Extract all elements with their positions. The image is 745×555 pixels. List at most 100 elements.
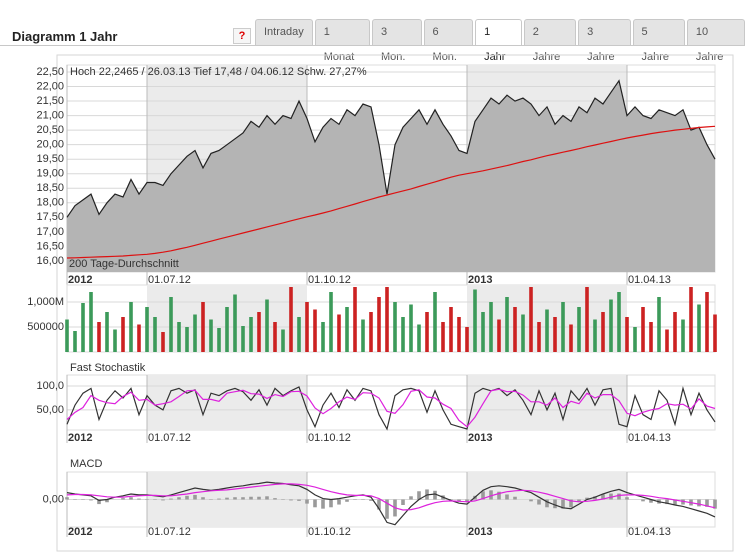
bar	[385, 499, 389, 519]
tab[interactable]: 1 Monat	[314, 19, 370, 63]
y-tick-label: 100,0	[36, 380, 64, 392]
bar	[289, 499, 293, 501]
bar	[185, 495, 189, 500]
bar	[297, 499, 301, 501]
bar	[185, 327, 189, 352]
bar	[353, 287, 357, 352]
bar	[401, 317, 405, 352]
bar	[697, 304, 701, 352]
bar	[529, 287, 533, 352]
x-tick-label: 01.04.13	[628, 432, 671, 444]
panel-title: MACD	[70, 458, 102, 470]
bar	[145, 307, 149, 352]
x-tick-label: 01.07.12	[148, 432, 191, 444]
x-tick-label: 2013	[468, 432, 492, 444]
bar	[177, 497, 181, 500]
tab[interactable]: 3 Mon.	[372, 19, 422, 63]
bar	[217, 328, 221, 352]
bar	[489, 302, 493, 352]
bar	[505, 297, 509, 352]
bar	[89, 499, 93, 501]
x-tick-label: 2013	[468, 274, 492, 286]
bar	[577, 499, 581, 502]
bar	[513, 496, 517, 500]
tab[interactable]: 2 Jahre	[523, 19, 577, 63]
bar	[305, 499, 309, 504]
y-tick-label: 17,50	[36, 211, 64, 223]
bar	[465, 499, 469, 502]
y-tick-label: 22,50	[36, 66, 64, 78]
bar	[593, 319, 597, 352]
bar	[337, 314, 341, 352]
bar	[97, 322, 101, 352]
bar	[713, 499, 717, 509]
bar	[409, 496, 413, 500]
bar	[457, 499, 461, 502]
bar	[81, 303, 85, 352]
x-tick-label: 01.04.13	[628, 274, 671, 286]
tab[interactable]: 3 Jahre	[578, 19, 631, 63]
y-tick-label: 19,50	[36, 153, 64, 165]
bar	[481, 491, 485, 500]
bar	[161, 332, 165, 352]
bar	[369, 499, 373, 501]
tab[interactable]: 6 Mon.	[423, 19, 474, 63]
bar	[417, 491, 421, 500]
bar	[313, 499, 317, 508]
bar	[369, 312, 373, 352]
bar	[625, 497, 629, 500]
bar	[129, 302, 133, 352]
bar	[241, 326, 245, 352]
x-tick-label: 2012	[68, 526, 92, 538]
y-tick-label: 16,50	[36, 240, 64, 252]
x-tick-label: 01.07.12	[148, 274, 191, 286]
bar	[169, 297, 173, 352]
bar	[321, 322, 325, 352]
bar	[665, 499, 669, 505]
bar	[657, 297, 661, 352]
bar	[201, 302, 205, 352]
bar	[161, 499, 165, 501]
y-tick-label: 21,00	[36, 109, 64, 121]
bar	[561, 499, 565, 509]
bar	[129, 497, 133, 500]
y-tick-label: 22,00	[36, 80, 64, 92]
bar	[281, 329, 285, 352]
bar	[249, 496, 253, 500]
bar	[193, 314, 197, 352]
bar	[97, 499, 101, 505]
bar	[585, 497, 589, 500]
tab[interactable]: 5 Jahre	[632, 19, 685, 63]
bar	[577, 307, 581, 352]
bar	[361, 319, 365, 352]
bar	[209, 319, 213, 352]
bar	[457, 317, 461, 352]
series-line	[66, 481, 716, 526]
bar	[433, 292, 437, 352]
bar	[225, 497, 229, 500]
y-tick-label: 0,00	[43, 493, 64, 505]
bar	[617, 292, 621, 352]
bar	[473, 289, 477, 352]
bar	[449, 307, 453, 352]
bar	[169, 498, 173, 500]
tab[interactable]: Intraday	[255, 19, 313, 45]
bar	[665, 329, 669, 352]
bar	[713, 314, 717, 352]
bar	[481, 312, 485, 352]
bar	[601, 312, 605, 352]
legend-label: 200 Tage-Durchschnitt	[69, 258, 179, 270]
bar	[233, 497, 237, 500]
price-area	[67, 80, 715, 272]
bar	[137, 498, 141, 500]
help-button[interactable]: ?	[233, 28, 251, 44]
bar	[641, 499, 645, 502]
bar	[385, 287, 389, 352]
bar	[569, 324, 573, 352]
bar	[497, 491, 501, 500]
bar	[569, 499, 573, 508]
panel-title: Fast Stochastik	[70, 362, 146, 374]
tab[interactable]: 1 Jahr	[475, 19, 522, 63]
